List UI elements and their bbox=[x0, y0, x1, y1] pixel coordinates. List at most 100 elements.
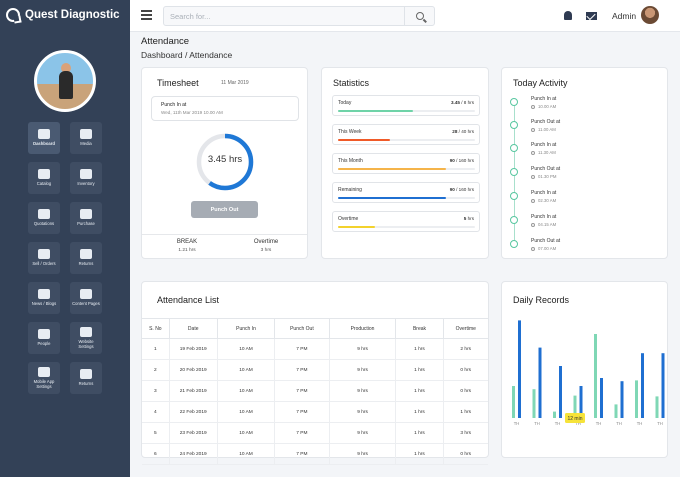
sidebar-item-people[interactable]: People bbox=[28, 322, 60, 354]
chart-bar[interactable] bbox=[635, 380, 638, 418]
attendance-list-title: Attendance List bbox=[157, 295, 220, 305]
sidebar-item-media[interactable]: Media bbox=[70, 122, 102, 154]
punch-in-label: Punch In at bbox=[161, 102, 187, 108]
image-icon bbox=[80, 129, 92, 140]
break-value: 1.21 hrs bbox=[178, 248, 196, 253]
sidebar-nav: Dashboard Media Catalog Inventory Quotat… bbox=[28, 122, 102, 394]
sidebar-item-content-pages[interactable]: Content Pages bbox=[70, 282, 102, 314]
stat-today-bar bbox=[338, 110, 414, 112]
chart-bar[interactable] bbox=[512, 386, 515, 418]
timesheet-card: Timesheet 11 Mar 2019 Punch In at Wed, 1… bbox=[141, 67, 308, 259]
brand-logo[interactable]: Quest Diagnostic bbox=[6, 8, 120, 22]
sidebar-item-sell-orders[interactable]: Sell / Orders bbox=[28, 242, 60, 274]
chart-bar[interactable] bbox=[579, 386, 583, 418]
return-icon bbox=[80, 249, 92, 260]
breadcrumb: Dashboard / Attendance bbox=[141, 50, 232, 60]
chart-bar[interactable] bbox=[614, 404, 618, 418]
break-stat: BREAK 1.21 hrs bbox=[157, 239, 217, 253]
sidebar-item-mobile-app-settings[interactable]: Mobile App Settings bbox=[28, 362, 60, 394]
table-row: 2 20 Feb 2019 10 AM 7 PM 9 hrs 1 hrs 0 hrs bbox=[142, 359, 488, 381]
stat-today: Today 3.45 / 8 hrs bbox=[332, 95, 480, 116]
x-tick-label: TH bbox=[616, 421, 622, 426]
chart-bar[interactable] bbox=[532, 389, 536, 418]
hours-progress-ring bbox=[196, 133, 254, 191]
bell-icon[interactable] bbox=[564, 11, 572, 20]
chart-bar[interactable] bbox=[538, 347, 542, 418]
user-name[interactable]: Admin bbox=[612, 11, 637, 21]
user-avatar[interactable] bbox=[641, 6, 659, 24]
x-tick-label: TH bbox=[534, 421, 540, 426]
page-icon bbox=[80, 289, 92, 300]
sidebar: Quest Diagnostic Dashboard Media Catalog… bbox=[0, 0, 130, 477]
chart-bar[interactable] bbox=[620, 381, 624, 418]
overtime-label: Overtime bbox=[253, 239, 279, 245]
x-tick-label: TH bbox=[596, 421, 602, 426]
daily-records-title: Daily Records bbox=[513, 295, 570, 305]
x-tick-label: TH bbox=[514, 421, 520, 426]
x-tick-label: TH bbox=[555, 421, 561, 426]
menu-toggle-icon[interactable] bbox=[141, 10, 152, 20]
break-label: BREAK bbox=[176, 239, 198, 245]
breadcrumb-dashboard[interactable]: Dashboard bbox=[141, 50, 183, 60]
chart-bar[interactable] bbox=[655, 396, 659, 418]
stat-this-week: This Week 28 / 40 hrs bbox=[332, 124, 480, 145]
mail-icon[interactable] bbox=[586, 12, 597, 20]
profile-avatar[interactable] bbox=[34, 50, 96, 112]
sidebar-item-news-blogs[interactable]: News / Blogs bbox=[28, 282, 60, 314]
brand-name: Quest Diagnostic bbox=[25, 9, 120, 21]
sidebar-item-quotations[interactable]: Quotations bbox=[28, 202, 60, 234]
breadcrumb-separator: / bbox=[184, 50, 188, 60]
chart-tooltip bbox=[565, 413, 585, 423]
clock-icon bbox=[531, 174, 535, 179]
attendance-list-card: Attendance List S. No Date Punch In Punc… bbox=[141, 281, 489, 465]
hours-worked: 3.45 hrs bbox=[207, 154, 243, 165]
stat-overtime: Overtime 5 hrs bbox=[332, 211, 480, 232]
x-tick-label: TH bbox=[657, 421, 663, 426]
punch-in-time: Wed, 11th Mar 2019 10.00 AM bbox=[161, 110, 223, 115]
wallet-icon bbox=[80, 209, 92, 220]
x-tick-label: TH bbox=[637, 421, 643, 426]
table-header-row: S. No Date Punch In Punch Out Production… bbox=[142, 318, 488, 339]
stat-remaining: Remaining 90 / 160 hrs bbox=[332, 182, 480, 203]
clock-icon bbox=[531, 104, 535, 109]
search-input[interactable] bbox=[170, 9, 400, 24]
clock-icon bbox=[531, 222, 535, 227]
sidebar-item-returns[interactable]: Returns bbox=[70, 242, 102, 274]
statistics-card: Statistics Today 3.45 / 8 hrs This Week … bbox=[321, 67, 489, 259]
mobile-icon bbox=[38, 366, 50, 377]
today-activity-card: Today Activity Punch In at 10.00 AM Punch… bbox=[501, 67, 668, 259]
search-icon bbox=[415, 12, 424, 20]
chart-bar[interactable] bbox=[559, 366, 562, 418]
sidebar-item-website-settings[interactable]: Website Settings bbox=[70, 322, 102, 354]
sidebar-item-returns-2[interactable]: Returns bbox=[70, 362, 102, 394]
topbar: Admin bbox=[130, 0, 680, 32]
table-row: 1 19 Feb 2019 10 AM 7 PM 9 hrs 1 hrs 2 hrs bbox=[142, 338, 488, 360]
clock-icon bbox=[531, 246, 535, 251]
chart-bar[interactable] bbox=[641, 353, 644, 418]
sidebar-item-dashboard[interactable]: Dashboard bbox=[28, 122, 60, 154]
chart-bar[interactable] bbox=[553, 411, 556, 418]
clock-icon bbox=[531, 127, 535, 132]
sidebar-item-inventory[interactable]: Inventory bbox=[70, 162, 102, 194]
table-row: 3 21 Feb 2019 10 AM 7 PM 9 hrs 1 hrs 0 hrs bbox=[142, 380, 488, 402]
punch-out-button[interactable]: Punch Out bbox=[191, 201, 258, 218]
chart-bar[interactable] bbox=[573, 395, 577, 418]
stat-overtime-bar bbox=[338, 226, 375, 228]
chart-bar[interactable] bbox=[518, 320, 521, 418]
chart-bar[interactable] bbox=[661, 353, 665, 418]
statistics-title: Statistics bbox=[333, 78, 370, 88]
news-icon bbox=[38, 289, 50, 300]
chart-bar[interactable] bbox=[600, 378, 603, 418]
punch-in-info: Punch In at Wed, 11th Mar 2019 10.00 AM bbox=[151, 96, 299, 121]
timesheet-date: 11 Mar 2019 bbox=[221, 80, 249, 86]
search-button[interactable] bbox=[404, 7, 434, 25]
stat-this-month-bar bbox=[338, 168, 447, 170]
return-icon bbox=[80, 369, 92, 380]
daily-records-card: Daily Records TH TH TH TH TH TH TH TH 12 min bbox=[501, 281, 668, 458]
sidebar-item-purchase[interactable]: Purchase bbox=[70, 202, 102, 234]
chart-bar[interactable] bbox=[594, 334, 597, 418]
sidebar-item-catalog[interactable]: Catalog bbox=[28, 162, 60, 194]
settings-icon bbox=[80, 326, 92, 337]
x-tick-label: TH bbox=[575, 421, 581, 426]
